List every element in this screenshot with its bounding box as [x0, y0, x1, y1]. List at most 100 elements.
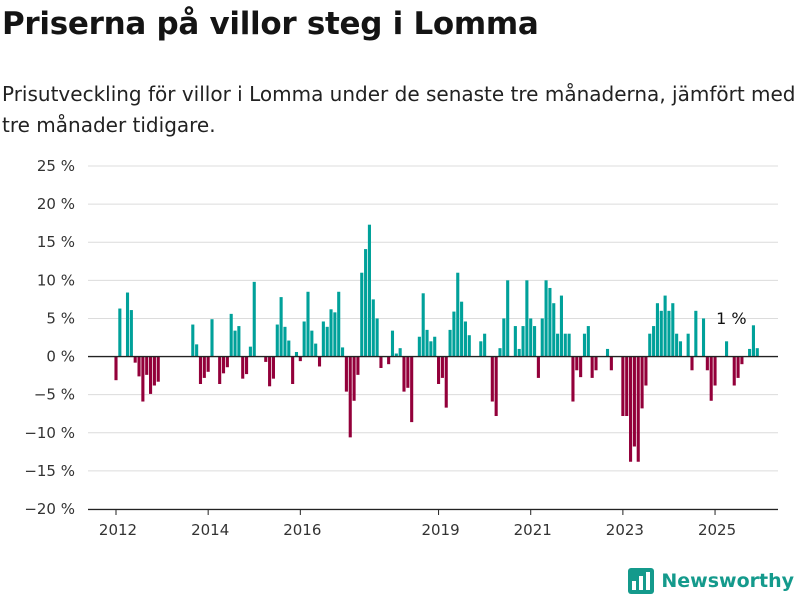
bar	[594, 356, 598, 371]
bar	[552, 303, 556, 357]
bar	[375, 318, 379, 357]
x-tick-label: 2023	[606, 521, 644, 539]
bar	[540, 318, 544, 357]
y-tick-label: −5 %	[34, 386, 75, 404]
bar	[302, 321, 306, 357]
bar	[367, 224, 371, 357]
x-tick-label: 2016	[283, 521, 321, 539]
bar	[390, 330, 395, 357]
bar	[379, 356, 383, 368]
bar	[586, 326, 590, 357]
bar	[252, 281, 256, 357]
bar	[490, 356, 494, 402]
bar	[437, 356, 441, 384]
bar	[329, 309, 333, 357]
bar	[690, 356, 694, 371]
bar	[133, 356, 137, 363]
bar	[268, 356, 272, 387]
y-tick-label: −20 %	[24, 500, 75, 518]
bar	[659, 310, 663, 357]
bar	[582, 333, 587, 357]
bar	[149, 356, 153, 394]
bar	[410, 356, 414, 423]
bar	[506, 280, 510, 357]
bar	[479, 341, 483, 357]
bar	[298, 356, 302, 362]
bar	[237, 326, 241, 357]
bar	[118, 308, 122, 357]
bar	[325, 326, 329, 357]
bar	[317, 356, 322, 367]
bar	[356, 356, 360, 375]
bar	[398, 348, 402, 357]
bar	[218, 356, 222, 384]
bar	[655, 303, 659, 357]
bar	[314, 343, 318, 357]
bar	[344, 356, 348, 392]
bar	[713, 356, 717, 386]
bar	[198, 356, 203, 384]
bar	[640, 356, 644, 409]
bar	[191, 324, 195, 357]
bar	[579, 356, 583, 378]
bar	[137, 356, 141, 377]
bar	[129, 310, 133, 357]
y-tick-label: 25 %	[37, 157, 75, 175]
bar	[233, 330, 237, 357]
bar	[525, 280, 529, 357]
bar	[517, 348, 521, 357]
bar	[141, 356, 145, 402]
bar	[156, 356, 160, 382]
bar	[433, 336, 437, 357]
bar	[467, 335, 471, 357]
bar	[533, 326, 537, 357]
bar	[337, 291, 341, 357]
bar	[283, 326, 287, 357]
bar	[755, 348, 759, 357]
bar	[536, 356, 540, 378]
last-value-annotation: 1 %	[716, 309, 746, 328]
bar	[483, 333, 487, 357]
bar	[271, 356, 275, 379]
x-tick-label: 2012	[99, 521, 137, 539]
bar	[632, 356, 636, 447]
bar	[279, 297, 283, 357]
bar	[686, 333, 690, 357]
bar	[625, 356, 629, 417]
bar	[751, 325, 755, 357]
bar	[675, 333, 679, 357]
bar	[210, 319, 214, 357]
bar	[705, 356, 709, 371]
bar	[563, 333, 567, 357]
bar	[629, 356, 633, 462]
bar	[202, 356, 206, 378]
bar	[125, 292, 130, 357]
x-tick-label: 2014	[191, 521, 229, 539]
tick-labels: 25 % 20 % 15 % 10 % 5 % 0 % −5 % −10 % −15 % −20 …	[24, 157, 746, 539]
bar	[321, 321, 325, 357]
bar	[456, 272, 460, 357]
bar	[663, 295, 667, 357]
bar	[636, 356, 640, 462]
bar	[333, 312, 337, 357]
bars	[114, 224, 759, 462]
bar	[544, 280, 548, 357]
x-tick-label: 2019	[421, 521, 459, 539]
bar	[341, 347, 345, 357]
bar	[709, 356, 713, 401]
bar	[406, 356, 410, 388]
bar	[306, 291, 310, 357]
bar	[701, 318, 706, 357]
page-subtitle: Prisutveckling för villor i Lomma under …	[2, 82, 796, 137]
bar	[264, 356, 268, 362]
bar	[245, 356, 249, 375]
bar	[740, 356, 744, 365]
bar	[732, 356, 736, 386]
bar	[621, 356, 625, 417]
bar	[394, 353, 398, 357]
bar	[145, 356, 149, 375]
bar	[648, 333, 652, 357]
bar	[575, 356, 579, 371]
bar	[513, 326, 517, 357]
bar	[644, 356, 648, 386]
